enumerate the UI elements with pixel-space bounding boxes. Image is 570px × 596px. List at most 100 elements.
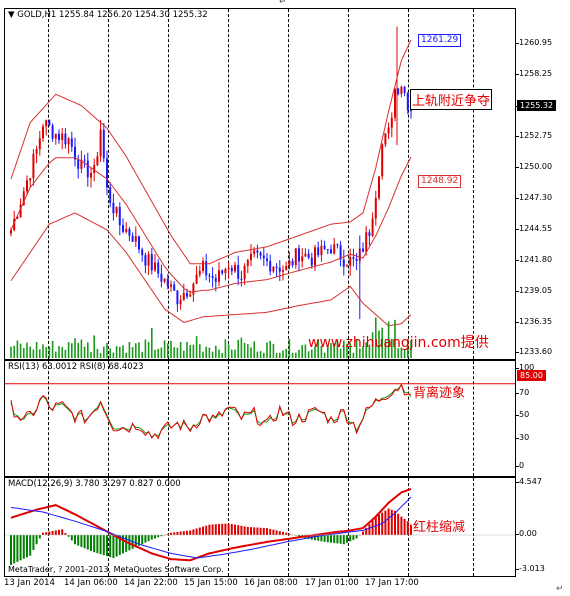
volume-bar [148,342,150,358]
macd-histogram-bar [125,535,127,552]
price-tick-label: 1250.00 [519,162,552,172]
volume-bar [145,339,147,358]
volume-bar [273,344,275,358]
macd-histogram-bar [260,528,262,535]
annotation-divergence: 背离迹象 [413,382,465,401]
bollinger-lower [11,213,411,326]
macd-histogram-bar [388,509,390,535]
volume-bar [247,344,249,358]
candle-body [202,261,204,271]
candle-body [394,89,396,118]
candle-body [400,87,402,94]
candle-body [212,276,214,278]
macd-histogram-bar [212,524,214,535]
volume-bar [106,343,108,358]
volume-bar [90,352,92,358]
macd-histogram-bar [183,531,185,535]
candle-body [269,261,271,272]
time-label: 17 Jan 01:00 [305,578,359,588]
upper-band-label: 1261.29 [418,34,461,47]
candle-body [132,236,134,242]
candle-body [327,249,329,250]
macd-histogram-bar [42,533,44,535]
volume-bar [231,350,233,358]
price-tick-label: 1236.35 [519,317,552,327]
macd-histogram-bar [68,535,70,537]
candle-body [26,180,28,191]
volume-bar [77,343,79,358]
candle-body [250,254,252,260]
dropdown-arrow-icon[interactable]: ▼ [8,10,15,20]
macd-histogram-bar [90,535,92,551]
rsi-panel[interactable]: RSI(13) 63.0012 RSI(8) 68.4023 背离迹象 [4,360,516,477]
price-tick-label: 1233.60 [519,347,552,357]
volume-bar [170,341,172,358]
volume-bar [353,353,355,358]
volume-bar [26,343,28,358]
candle-body [167,279,169,287]
candle-body [196,275,198,284]
volume-bar [282,350,284,358]
candle-body [122,225,124,232]
time-label: 15 Jan 15:00 [184,578,238,588]
annotation-upper-band: 上轨附近争夺 [410,89,492,110]
candle-body [61,134,63,140]
candle-body [288,261,290,266]
volume-bar [36,342,38,358]
volume-bar [183,351,185,358]
macd-panel[interactable]: MACD(12,26,9) 3.780 3.297 0.827 0.000 红柱… [4,477,516,577]
volume-bar [65,350,67,358]
candle-body [112,203,114,213]
macd-histogram-bar [343,535,345,544]
macd-histogram-bar [231,524,233,535]
candle-body [311,258,313,266]
macd-histogram-bar [144,535,146,543]
macd-histogram-bar [330,535,332,543]
macd-histogram-bar [240,526,242,535]
volume-bar [257,352,259,358]
volume-bar [289,339,291,358]
volume-bar [193,345,195,358]
ohlc-values: 1255.84 1256.20 1254.30 1255.32 [59,10,208,20]
candle-body [304,254,306,257]
macd-histogram-bar [205,526,207,535]
candle-body [256,250,258,252]
candle-body [173,284,175,290]
candle-body [192,284,194,295]
volume-bar [308,351,310,358]
candle-body [253,250,255,253]
macd-histogram-bar [32,535,34,550]
volume-bar [167,343,169,358]
macd-histogram-bar [71,535,73,540]
candle-body [221,270,223,273]
volume-bar [186,342,188,358]
annotation-histogram: 红柱缩减 [413,516,465,535]
candle-body [292,261,294,265]
candle-body [90,173,92,177]
macd-histogram-bar [55,530,57,535]
volume-bar [100,353,102,358]
volume-bar [279,353,281,358]
price-tick-label: 1244.55 [519,224,552,234]
price-panel[interactable]: ▼ GOLD,H1 1255.84 1256.20 1254.30 1255.3… [4,8,516,360]
macd-histogram-bar [253,527,255,535]
volume-bar [141,352,143,358]
candle-body [372,218,374,235]
return-mark-bottom: ↵ [556,584,564,594]
macd-histogram-bar [349,535,351,541]
volume-bar [45,347,47,358]
rsi-tick-label: 70 [519,388,529,398]
macd-histogram-bar [87,535,89,550]
macd-histogram-bar [391,510,393,535]
candle-body [77,159,79,168]
macd-histogram-bar [269,529,271,535]
volume-bar [285,349,287,358]
volume-bar [93,335,95,358]
macd-histogram-bar [285,533,287,535]
watermark-text: www.zhihuangjin.com提供 [308,332,489,352]
volume-bar [218,350,220,358]
candle-body [52,125,54,138]
macd-histogram-bar [244,526,246,535]
volume-bar [33,349,35,358]
macd-histogram-bar [13,535,15,563]
